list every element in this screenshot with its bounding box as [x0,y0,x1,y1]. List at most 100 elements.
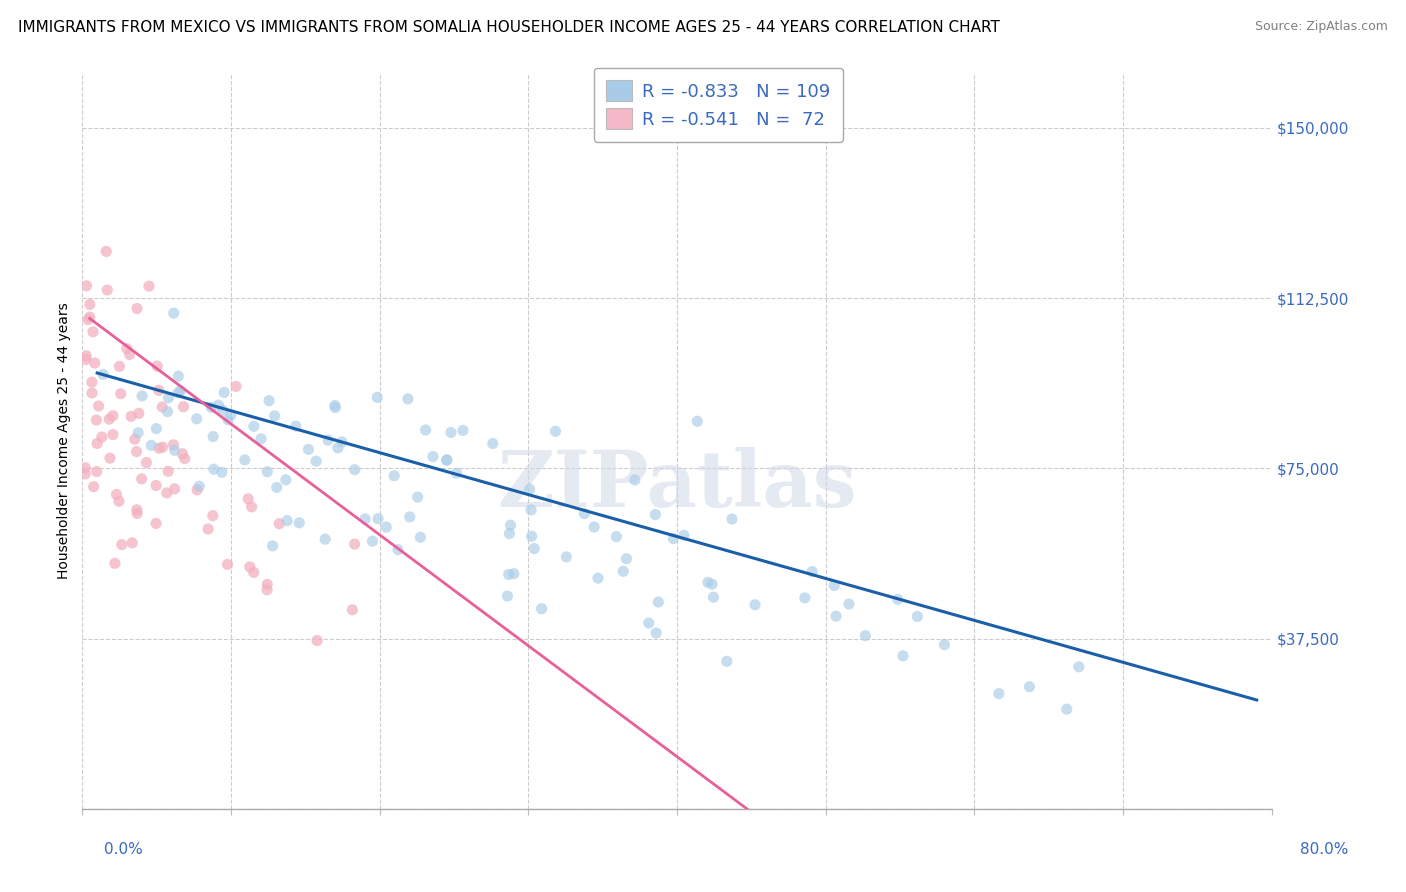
Point [172,447,194,461]
Point [354,512,377,526]
Point [156,486,179,500]
Point [274,473,297,487]
Point [662,532,685,546]
Point [316,433,339,447]
Point [686,414,709,428]
Point [157,391,180,405]
Point [288,516,311,530]
Point [82,325,104,339]
Point [624,473,647,487]
Point [793,591,815,605]
Point [440,425,463,440]
Point [131,472,153,486]
Point [162,438,184,452]
Point [242,566,264,580]
Point [284,419,307,434]
Point [451,424,474,438]
Legend: R = -0.833   N = 109, R = -0.541   N =  72: R = -0.833 N = 109, R = -0.541 N = 72 [593,68,844,142]
Point [436,452,458,467]
Point [436,453,458,467]
Point [367,512,389,526]
Point [75,278,97,293]
Point [96,244,118,259]
Point [343,463,366,477]
Point [519,482,541,496]
Point [555,549,578,564]
Point [96,283,118,297]
Point [520,529,543,543]
Text: 0.0%: 0.0% [104,842,143,856]
Point [169,384,191,398]
Point [700,577,723,591]
Point [233,453,256,467]
Point [307,633,329,648]
Point [217,413,239,427]
Point [238,491,260,506]
Point [186,412,208,426]
Point [721,512,744,526]
Point [111,538,134,552]
Point [496,589,519,603]
Point [79,297,101,311]
Point [127,507,149,521]
Point [422,450,444,464]
Point [523,541,546,556]
Point [80,375,103,389]
Point [86,465,108,479]
Point [121,536,143,550]
Point [104,557,127,571]
Point [396,392,419,406]
Point [148,441,170,455]
Point [90,430,112,444]
Point [801,565,824,579]
Point [375,520,398,534]
Point [672,528,695,542]
Point [186,483,208,497]
Point [125,301,148,316]
Point [323,401,346,415]
Point [586,571,609,585]
Point [98,451,121,466]
Point [173,400,195,414]
Point [330,434,353,449]
Text: IMMIGRANTS FROM MEXICO VS IMMIGRANTS FROM SOMALIA HOUSEHOLDER INCOME AGES 25 - 4: IMMIGRANTS FROM MEXICO VS IMMIGRANTS FRO… [18,20,1000,35]
Point [256,577,278,591]
Point [250,432,273,446]
Point [702,590,724,604]
Point [217,558,239,572]
Point [446,466,468,480]
Point [256,582,278,597]
Point [886,592,908,607]
Point [520,503,543,517]
Point [127,425,149,440]
Point [201,508,224,523]
Point [530,601,553,615]
Point [382,468,405,483]
Point [202,462,225,476]
Y-axis label: Householder Income Ages 25 - 44 years: Householder Income Ages 25 - 44 years [58,302,72,580]
Point [146,359,169,373]
Point [853,629,876,643]
Point [125,444,148,458]
Point [167,369,190,384]
Point [200,401,222,415]
Point [86,436,108,450]
Point [98,412,121,426]
Point [823,578,845,592]
Point [75,467,97,481]
Point [1018,680,1040,694]
Point [838,597,860,611]
Point [207,398,229,412]
Point [498,567,520,582]
Point [86,413,108,427]
Point [163,306,186,320]
Point [157,464,180,478]
Point [120,409,142,424]
Point [323,399,346,413]
Point [152,440,174,454]
Point [574,507,596,521]
Point [91,368,114,382]
Point [75,352,97,367]
Point [343,537,366,551]
Point [647,595,669,609]
